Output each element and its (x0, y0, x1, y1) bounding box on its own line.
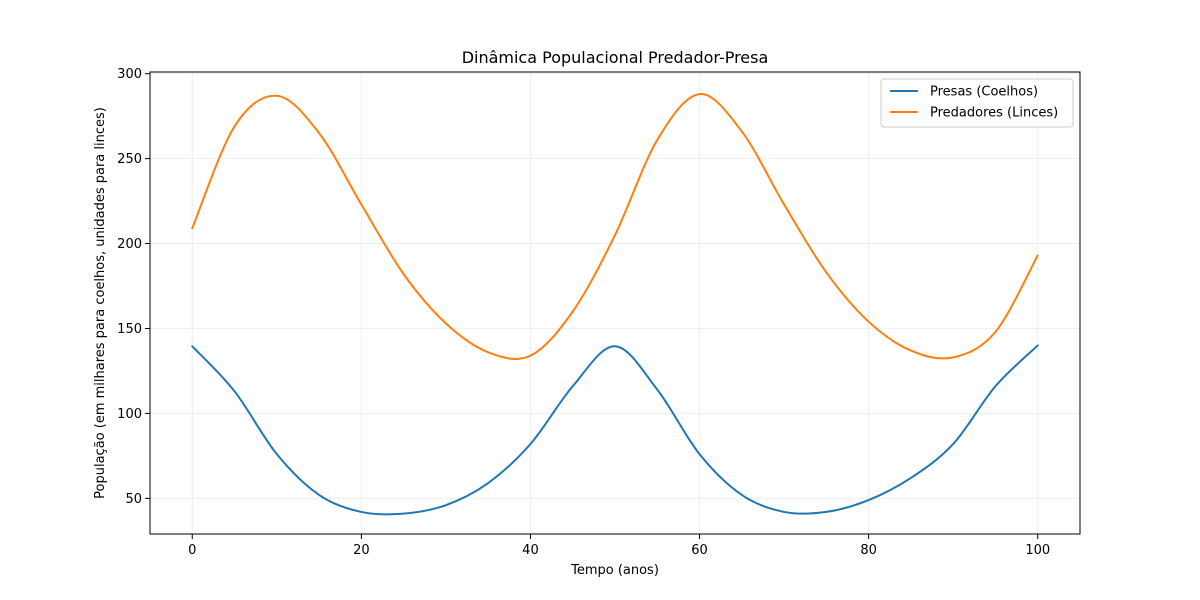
legend: Presas (Coelhos) Predadores (Linces) (880, 78, 1074, 128)
x-tick-label: 80 (860, 543, 877, 558)
legend-label-0: Presas (Coelhos) (930, 85, 1038, 100)
x-tick-label: 60 (691, 543, 708, 558)
chart-title: Dinâmica Populacional Predador-Presa (462, 48, 769, 67)
series-line-0 (191, 344, 1039, 516)
x-axis-title: Tempo (anos) (570, 563, 659, 578)
x-tick-label: 40 (522, 543, 539, 558)
y-tick-label: 50 (125, 492, 142, 507)
grid-layer (150, 72, 1080, 534)
x-tick-label: 20 (353, 543, 370, 558)
x-tick-label: 100 (1025, 543, 1050, 558)
y-tick-label: 150 (117, 322, 142, 337)
legend-label-1: Predadores (Linces) (930, 106, 1058, 121)
plot-area-frame (149, 71, 1081, 535)
x-tick-label: 0 (188, 543, 196, 558)
series-line-1 (191, 93, 1039, 360)
y-axis-title: População (em milhares para coelhos, uni… (93, 107, 108, 499)
series-layer (191, 93, 1039, 516)
y-tick-label: 250 (117, 152, 142, 167)
y-tick-label: 300 (117, 67, 142, 82)
tick-layer: 0 20 40 60 80 100 50 100 150 200 250 300 (117, 67, 1050, 558)
y-tick-label: 200 (117, 237, 142, 252)
legend-box (880, 78, 1074, 128)
y-tick-label: 100 (117, 407, 142, 422)
